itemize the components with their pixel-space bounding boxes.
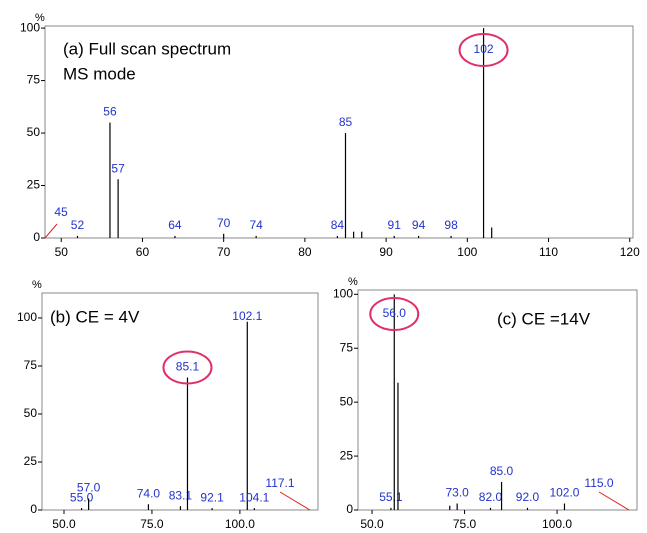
offscale-label: 117.1 bbox=[265, 476, 294, 490]
panel-title: MS mode bbox=[63, 64, 136, 83]
peak-label: 73.0 bbox=[445, 486, 469, 500]
peak-label: 98 bbox=[444, 218, 458, 232]
peak-label: 102.1 bbox=[232, 309, 262, 323]
offscale-label: 45 bbox=[54, 205, 68, 219]
peak-label: 83.1 bbox=[169, 488, 193, 502]
x-tick-label: 80 bbox=[298, 245, 312, 259]
y-tick-label: 75 bbox=[340, 340, 354, 354]
x-tick-label: 50.0 bbox=[360, 517, 384, 531]
peak-label: 85 bbox=[339, 115, 353, 129]
x-tick-label: 100 bbox=[457, 245, 477, 259]
y-tick-label: 100 bbox=[333, 286, 353, 300]
peak-label: 102.0 bbox=[549, 486, 579, 500]
y-unit: % bbox=[35, 12, 45, 24]
x-tick-label: 100.0 bbox=[225, 517, 255, 531]
peak-label: 52 bbox=[71, 218, 85, 232]
peak-label: 55.0 bbox=[70, 490, 94, 504]
peak-label: 91 bbox=[388, 218, 402, 232]
y-tick-label: 50 bbox=[340, 394, 354, 408]
plot-frame bbox=[357, 289, 638, 511]
peak-label: 55.1 bbox=[379, 490, 403, 504]
y-tick-label: 0 bbox=[30, 502, 37, 516]
y-tick-label: 100 bbox=[17, 310, 37, 324]
y-tick-label: 0 bbox=[346, 502, 353, 516]
peak-label: 85.0 bbox=[490, 464, 514, 478]
peak-label: 102 bbox=[474, 42, 494, 56]
x-tick-label: 60 bbox=[136, 245, 150, 259]
peak-label: 82.0 bbox=[479, 490, 503, 504]
y-tick-label: 25 bbox=[340, 448, 354, 462]
y-unit: % bbox=[348, 276, 358, 288]
peak-label: 104.1 bbox=[239, 490, 269, 504]
y-tick-label: 25 bbox=[27, 178, 41, 192]
x-tick-label: 50.0 bbox=[52, 517, 76, 531]
plot-frame bbox=[44, 25, 634, 239]
peak-label: 56 bbox=[103, 105, 117, 119]
peak-label: 70 bbox=[217, 216, 231, 230]
peak-label: 57.0 bbox=[77, 481, 101, 495]
x-tick-label: 75.0 bbox=[140, 517, 164, 531]
y-tick-label: 0 bbox=[33, 230, 40, 244]
peak-label: 84 bbox=[331, 218, 345, 232]
y-tick-label: 75 bbox=[24, 358, 38, 372]
peak-label: 74.0 bbox=[137, 486, 161, 500]
peak-label: 85.1 bbox=[176, 360, 200, 374]
y-tick-label: 50 bbox=[27, 125, 41, 139]
offscale-leader bbox=[44, 223, 58, 239]
peak-label: 57 bbox=[111, 161, 125, 175]
offscale-label: 115.0 bbox=[584, 476, 613, 490]
panel-title: (b) CE = 4V bbox=[50, 307, 140, 326]
y-unit: % bbox=[32, 279, 42, 291]
peak-label: 94 bbox=[412, 218, 426, 232]
x-tick-label: 110 bbox=[539, 245, 558, 259]
x-tick-label: 70 bbox=[217, 245, 231, 259]
offscale-leader bbox=[598, 491, 630, 511]
peak-label: 64 bbox=[168, 218, 182, 232]
highlight-circle bbox=[458, 33, 509, 67]
panel-title: (a) Full scan spectrum bbox=[63, 39, 231, 58]
peak-label: 56.0 bbox=[383, 306, 407, 320]
x-tick-label: 120 bbox=[620, 245, 640, 259]
peak-label: 92.0 bbox=[516, 490, 540, 504]
y-tick-label: 75 bbox=[27, 73, 41, 87]
highlight-circle bbox=[162, 350, 213, 385]
peak-label: 74 bbox=[249, 218, 263, 232]
x-tick-label: 50 bbox=[55, 245, 69, 259]
offscale-leader bbox=[279, 491, 311, 511]
highlight-circle bbox=[369, 297, 420, 331]
x-tick-label: 100.0 bbox=[542, 517, 572, 531]
peak-label: 92.1 bbox=[200, 490, 224, 504]
panel-title: (c) CE =14V bbox=[497, 309, 591, 328]
y-tick-label: 50 bbox=[24, 406, 38, 420]
x-tick-label: 90 bbox=[379, 245, 393, 259]
y-tick-label: 100 bbox=[20, 20, 40, 34]
y-tick-label: 25 bbox=[24, 454, 38, 468]
x-tick-label: 75.0 bbox=[453, 517, 477, 531]
